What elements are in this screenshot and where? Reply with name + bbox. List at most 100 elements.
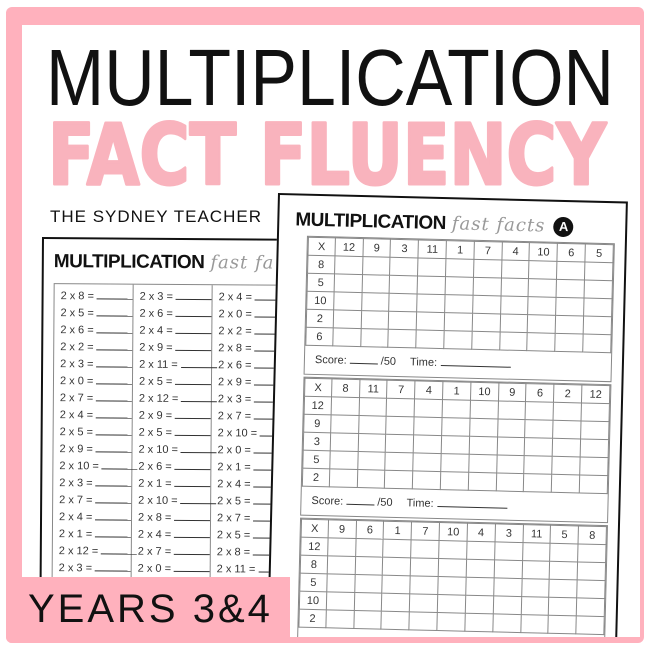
grid-answer-cell — [360, 328, 389, 348]
fact-expression: 2 x 12 = — [58, 545, 99, 558]
fact-expression: 2 x 4 = — [218, 291, 252, 304]
grid-column-header: 12 — [581, 384, 610, 404]
fact-row: 2 x 8 = — [132, 512, 211, 530]
grid-answer-cell — [469, 436, 498, 455]
grid-answer-cell — [356, 469, 386, 489]
fact-expression: 2 x 5 = — [59, 426, 94, 439]
fact-row: 2 x 5 = — [133, 427, 211, 445]
fact-expression: 2 x 4 = — [137, 528, 172, 541]
fact-expression: 2 x 4 = — [139, 324, 173, 337]
grid-answer-cell — [333, 291, 362, 311]
grid-answer-cell — [444, 294, 473, 314]
fact-expression: 2 x 7 = — [216, 512, 251, 525]
grid-answer-cell — [413, 452, 442, 472]
grid-column-header: 11 — [522, 524, 551, 544]
answer-blank — [95, 502, 132, 504]
grid-answer-cell — [440, 453, 470, 473]
grid-answer-cell — [465, 577, 494, 596]
fact-row: 2 x 4 = — [132, 528, 211, 547]
grid-answer-cell — [417, 275, 446, 295]
fact-expression: 2 x 6 = — [218, 359, 252, 372]
answer-blank — [95, 519, 132, 521]
right-sheet-heading: MULTIPLICATION — [295, 209, 447, 235]
grid-answer-cell — [468, 472, 497, 491]
score-blank — [349, 362, 378, 365]
grid-answer-cell — [494, 541, 523, 561]
grid-answer-cell — [381, 611, 410, 630]
grid-answer-cell — [499, 313, 529, 333]
fact-expression: 2 x 5 = — [217, 495, 251, 508]
grid-column-header: 3 — [494, 523, 523, 543]
answer-blank — [96, 383, 133, 385]
grid-answer-cell — [385, 434, 414, 453]
grid-column-header: 3 — [390, 239, 419, 258]
multiplication-grid: X 12 9 3 11 1 7 4 10 6 5 8 5 10 2 6 Score:/50 Time: — [303, 235, 615, 383]
grid-answer-cell — [583, 316, 612, 335]
grid-answer-cell — [555, 333, 584, 352]
fact-expression: 2 x 9 = — [138, 409, 173, 422]
fact-expression: 2 x 10 = — [59, 460, 99, 473]
grid-answer-cell — [327, 555, 356, 575]
grid-answer-cell — [360, 310, 390, 330]
grid-answer-cell — [584, 280, 613, 299]
grid-answer-cell — [520, 614, 549, 634]
grid-answer-cell — [414, 398, 443, 418]
grid-answer-cell — [552, 438, 581, 457]
grid-answer-cell — [551, 456, 581, 475]
fact-row: 2 x 12 = — [133, 393, 218, 411]
fact-expression: 2 x 8 = — [60, 290, 94, 303]
answer-blank — [95, 485, 132, 487]
grid-answer-cell — [445, 276, 474, 296]
grid-answer-cell — [382, 557, 411, 576]
grid-column-header: 6 — [525, 383, 555, 403]
score-label: Score: — [311, 494, 344, 508]
grid-column-header: 9 — [362, 238, 391, 258]
grid-answer-cell — [330, 432, 359, 452]
title-line-1: MULTIPLICATION — [46, 33, 614, 122]
fact-expression: 2 x 7 = — [59, 494, 93, 507]
answer-blank — [95, 451, 132, 453]
fact-expression: 2 x 5 = — [138, 426, 173, 439]
grid-answer-cell — [575, 615, 605, 635]
score-total: /50 — [377, 496, 393, 509]
grid-answer-cell — [388, 329, 417, 348]
grid-column-header: 10 — [439, 522, 468, 542]
fact-row: 2 x 11 = — [133, 359, 217, 377]
grid-column-header: 11 — [359, 379, 388, 399]
grid-answer-cell — [528, 260, 558, 280]
fact-expression: 2 x 7 = — [217, 410, 252, 423]
fact-expression: 2 x 3 = — [58, 562, 93, 575]
grid-answer-cell — [582, 333, 612, 353]
grid-answer-cell — [522, 542, 551, 562]
grid-answer-cell — [326, 591, 355, 611]
grid-answer-cell — [353, 610, 382, 630]
grid-answer-cell — [555, 315, 584, 334]
grid-answer-cell — [333, 273, 363, 293]
grid-answer-cell — [386, 398, 415, 417]
grid-answer-cell — [528, 278, 557, 298]
fact-expression: 2 x 1 = — [58, 528, 93, 541]
grid-answer-cell — [325, 609, 354, 629]
grid-answer-cell — [492, 595, 522, 615]
answer-blank — [174, 536, 211, 539]
grid-column-header: 6 — [557, 243, 586, 263]
fact-expression: 2 x 0 = — [59, 375, 94, 388]
score-total: /50 — [380, 355, 397, 368]
grid-answer-cell — [552, 420, 582, 439]
fact-row: 2 x 4 = — [54, 409, 133, 427]
grid-answer-cell — [358, 415, 387, 435]
fact-expression: 2 x 9 = — [217, 376, 252, 389]
fact-expression: 2 x 4 = — [217, 478, 251, 491]
fact-expression: 2 x 1 = — [217, 461, 251, 474]
cover-content: MULTIPLICATION FACT FLUENCY THE SYDNEY T… — [22, 25, 640, 637]
fact-row: 2 x 0 = — [54, 375, 133, 393]
fact-expression: 2 x 5 = — [216, 529, 251, 542]
grid-answer-cell — [472, 313, 501, 332]
grid-answer-cell — [410, 539, 440, 559]
grid-column-header: 7 — [473, 241, 503, 260]
fact-row: 2 x 3 = — [54, 358, 133, 376]
grid-answer-cell — [555, 297, 585, 317]
left-sheet-subtitle: fast fa — [210, 252, 275, 274]
grid-column-header: 9 — [498, 382, 527, 402]
fact-row: 2 x 1 = — [132, 478, 211, 496]
